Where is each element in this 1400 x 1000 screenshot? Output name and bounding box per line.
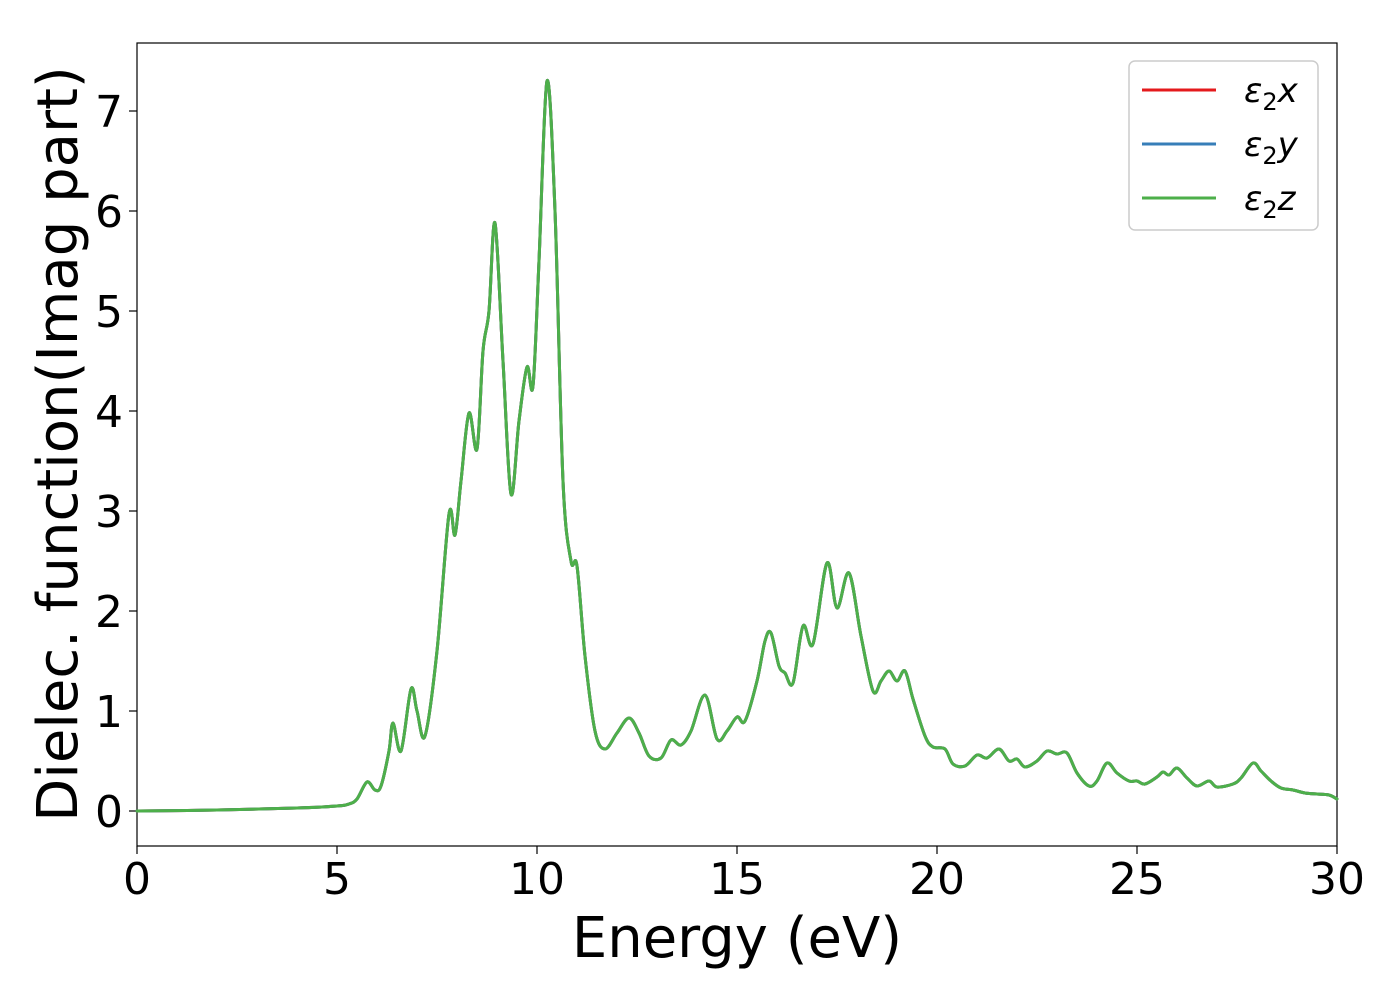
legend-label-x: ε2x xyxy=(1244,71,1299,116)
x-tick-label: 10 xyxy=(509,854,565,905)
legend-box xyxy=(1128,60,1319,231)
y-tick-label: 2 xyxy=(95,587,123,638)
x-tick-label: 30 xyxy=(1309,854,1365,905)
y-axis-ticks: 0 1 2 3 4 5 6 7 xyxy=(95,87,137,838)
x-axis-ticks: 0 5 10 15 20 25 30 xyxy=(123,846,1365,905)
y-tick-label: 6 xyxy=(95,187,123,238)
x-axis-title: Energy (eV) xyxy=(572,906,902,971)
series-lines xyxy=(135,78,1339,813)
y-tick-label: 7 xyxy=(95,87,123,138)
y-tick-label: 4 xyxy=(95,387,123,438)
legend-label-z: ε2z xyxy=(1244,179,1297,224)
x-tick-label: 5 xyxy=(323,854,351,905)
y-tick-label: 5 xyxy=(95,287,123,338)
legend-label-y: ε2y xyxy=(1244,125,1299,170)
y-axis-title: Dielec. function(Imag part) xyxy=(26,66,91,822)
x-tick-label: 20 xyxy=(909,854,965,905)
x-tick-label: 15 xyxy=(709,854,765,905)
legend: ε2x ε2y ε2z xyxy=(1128,60,1319,231)
y-tick-label: 1 xyxy=(95,687,123,738)
x-tick-label: 0 xyxy=(123,854,151,905)
series-line-z xyxy=(135,78,1339,813)
x-tick-label: 25 xyxy=(1109,854,1165,905)
y-tick-label: 3 xyxy=(95,487,123,538)
y-tick-label: 0 xyxy=(95,787,123,838)
